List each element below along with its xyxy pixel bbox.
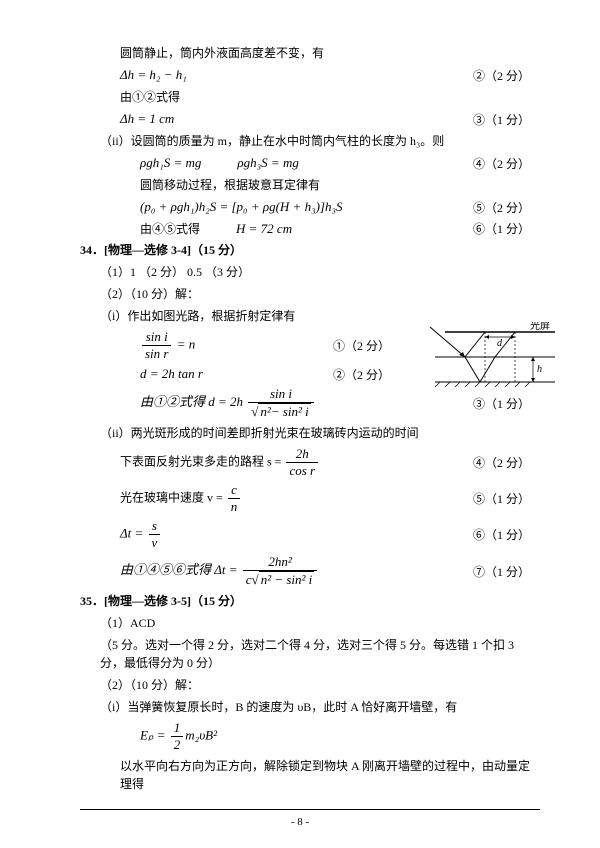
- eq-marker: ④（2 分）: [473, 155, 540, 172]
- eq-marker: ⑥（1 分）: [473, 220, 540, 237]
- diagram-svg: 光屏: [425, 322, 555, 402]
- equation-row: (p₀ + ρgh₁)h₂S = [p₀ + ρg(H + h₃)]h₃S ⑤（…: [80, 198, 540, 216]
- text-line: 以水平向右方向为正方向，解除锁定到物块 A 刚离开墙壁的过程中，由动量定理得: [80, 757, 540, 793]
- equation: 由④⑤式得 H = 72 cm: [140, 220, 292, 237]
- text-line: （1）ACD: [80, 614, 540, 632]
- eq-marker: ④（2 分）: [473, 454, 540, 471]
- text-line: 圆筒静止，筒内外液面高度差不变，有: [80, 44, 540, 62]
- eq-marker: ⑥（1 分）: [473, 526, 540, 543]
- equation-row: 下表面反射光束多走的路程 s = 2hcos r ④（2 分）: [80, 446, 540, 479]
- equation-row: Δh = 1 cm ③（1 分）: [80, 110, 540, 128]
- text-line: （ii）两光斑形成的时间差即折射光束在玻璃砖内运动的时间: [80, 424, 540, 442]
- page-number: - 8 -: [0, 816, 600, 828]
- equation: 由①④⑤⑥式得 Δt = 2hn²c√n² − sin² i: [120, 554, 319, 588]
- text-line: 圆筒移动过程，根据玻意耳定律有: [80, 176, 540, 194]
- footer-rule: [80, 809, 540, 810]
- equation: 光在玻璃中速度 v = cn: [120, 482, 242, 515]
- label-screen: 光屏: [530, 322, 550, 332]
- eq-marker: ②（2 分）: [473, 67, 540, 84]
- equation-row: 由①④⑤⑥式得 Δt = 2hn²c√n² − sin² i ⑦（1 分）: [80, 554, 540, 588]
- question-header: 35．[物理—选修 3-5]（15 分）: [80, 592, 540, 610]
- eq-marker: ⑤（1 分）: [473, 490, 540, 507]
- equation-row: Δh = h₂ − h₁ ②（2 分）: [80, 66, 540, 84]
- optics-diagram: 光屏: [425, 322, 555, 402]
- equation: Δh = h₂ − h₁: [120, 67, 187, 83]
- eq-marker: ⑤（2 分）: [473, 199, 540, 216]
- eq-marker: ⑦（1 分）: [473, 563, 540, 580]
- text-line: （ii）设圆筒的质量为 m，静止在水中时筒内气柱的长度为 h₃。则: [80, 132, 540, 150]
- text-line: （i）当弹簧恢复原长时，B 的速度为 υB，此时 A 恰好离开墙壁，有: [80, 698, 540, 716]
- question-header: 34．[物理—选修 3-4]（15 分）: [80, 241, 540, 259]
- equation-row: Δt = sv ⑥（1 分）: [80, 518, 540, 551]
- eq-marker: ③（1 分）: [473, 111, 540, 128]
- equation: (p₀ + ρgh₁)h₂S = [p₀ + ρg(H + h₃)]h₃S: [140, 199, 343, 215]
- equation: sin isin r = n: [140, 329, 195, 362]
- equation: Δh = 1 cm: [120, 111, 174, 127]
- equation-row: Eₚ = 12m₂υB²: [80, 720, 540, 753]
- equation: 由①②式得 d = 2h sin i√n²− sin² i: [140, 386, 316, 420]
- equation: d = 2h tan r: [140, 366, 203, 382]
- label-h: h: [537, 364, 542, 375]
- equation: 下表面反射光束多走的路程 s = 2hcos r: [120, 446, 320, 479]
- text-line: （1）1 （2 分） 0.5 （3 分）: [80, 263, 540, 281]
- equation: Δt = sv: [120, 518, 162, 551]
- equation-row: 光在玻璃中速度 v = cn ⑤（1 分）: [80, 482, 540, 515]
- text-line: （5 分。选对一个得 2 分，选对二个得 4 分，选对三个得 5 分。每选错 1…: [80, 636, 540, 672]
- equation: ρgh₁S = mg ρgh₃S = mg: [140, 155, 299, 171]
- equation: Eₚ = 12m₂υB²: [140, 720, 217, 753]
- equation-row: ρgh₁S = mg ρgh₃S = mg ④（2 分）: [80, 154, 540, 172]
- text-line: （2）（10 分）解：: [80, 676, 540, 694]
- page: 圆筒静止，筒内外液面高度差不变，有 Δh = h₂ − h₁ ②（2 分） 由①…: [0, 0, 600, 848]
- equation-row: 由④⑤式得 H = 72 cm ⑥（1 分）: [80, 219, 540, 237]
- text-line: 由①②式得: [80, 88, 540, 106]
- text-line: （2）（10 分）解：: [80, 285, 540, 303]
